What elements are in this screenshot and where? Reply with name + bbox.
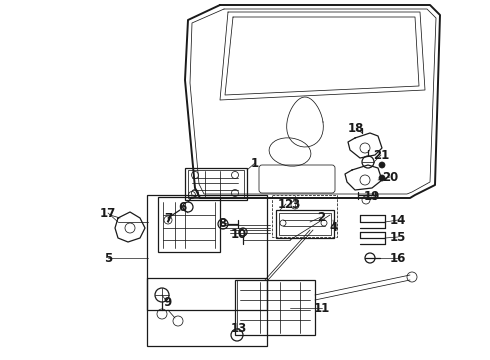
Text: 1: 1 [251,157,259,170]
Bar [185,168,247,200]
Text: 2: 2 [317,211,325,224]
Text: 11: 11 [314,302,330,315]
Text: 17: 17 [100,207,116,220]
Text: 3: 3 [291,198,299,211]
Bar [272,195,337,237]
Text: 10: 10 [231,228,247,240]
Text: 8: 8 [218,216,226,230]
Text: 21: 21 [373,149,389,162]
Bar [279,213,331,235]
Bar [188,170,244,198]
Text: 18: 18 [348,122,364,135]
Text: 16: 16 [390,252,406,265]
Text: 13: 13 [231,321,247,334]
Text: 12: 12 [278,198,294,211]
Text: 15: 15 [390,230,406,243]
Text: 14: 14 [390,213,406,226]
Bar [276,210,334,238]
Text: 4: 4 [330,220,338,234]
Bar [147,195,267,310]
Bar [158,197,220,252]
Text: 20: 20 [382,171,398,184]
Text: 7: 7 [164,212,172,225]
Circle shape [379,162,385,168]
Bar [147,278,267,346]
Bar [235,280,315,335]
Text: 6: 6 [178,201,186,213]
Text: 19: 19 [364,189,380,202]
Circle shape [379,175,385,181]
Text: 9: 9 [163,296,171,309]
Text: 5: 5 [104,252,112,265]
